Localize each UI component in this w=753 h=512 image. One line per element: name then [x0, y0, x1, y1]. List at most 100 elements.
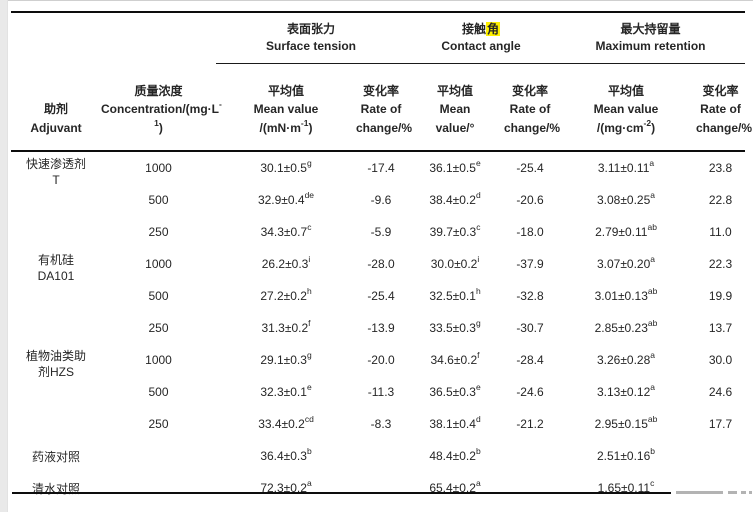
st-rate-cell: -28.0: [367, 257, 395, 271]
concentration-cell: 500: [148, 385, 169, 399]
mean-value: 2.95±0.15: [594, 417, 648, 431]
ca-rate-cell: -24.6: [516, 385, 544, 399]
mean-value: 3.07±0.20: [596, 257, 651, 271]
ca-rate-cell: [504, 440, 556, 472]
watermark-fragment: [749, 491, 752, 494]
concentration-cell: 250: [148, 225, 169, 239]
col-header-en: Mean value: [253, 102, 319, 116]
mean-value: 30.1±0.5: [260, 161, 307, 175]
group-label-zh: 接触角: [406, 21, 556, 38]
ca-mean-cell: 38.1±0.4d: [406, 408, 504, 440]
col-header-mr-mean: 平均值 Mean value /(mg·cm-2): [556, 63, 696, 152]
mr-mean-cell: 1.65±0.11c: [556, 472, 696, 504]
significance-superscript: b: [475, 446, 481, 456]
significance-superscript: de: [304, 190, 315, 200]
adjuvant-cell: 清水对照: [31, 481, 80, 496]
group-header-surface-tension: 表面张力 Surface tension: [216, 11, 406, 64]
group-header-max-retention: 最大持留量 Maximum retention: [556, 11, 746, 64]
concentration-cell: [101, 440, 216, 472]
concentration-cell: 1000: [145, 161, 172, 175]
col-header-concentration: 质量浓度 Concentration/(mg·L-1): [101, 63, 222, 152]
unit-superscript: -1: [154, 99, 222, 128]
table-row-control: 清水对照 72.3±0.2a 65.4±0.2a 1.65±0.11c: [11, 472, 745, 504]
col-header-zh: 助剂: [43, 102, 68, 116]
col-header-en: Mean value: [593, 102, 659, 116]
group-header-contact-angle: 接触角 Contact angle: [406, 11, 556, 64]
significance-superscript: g: [475, 318, 481, 328]
concentration-cell: 500: [148, 193, 169, 207]
significance-superscript: i: [477, 254, 480, 264]
table-row: 500 32.3±0.1e -11.3 36.5±0.3e -24.6 3.13…: [11, 376, 745, 408]
concentration-cell: 1000: [145, 257, 172, 271]
mean-value: 29.1±0.3: [260, 353, 307, 367]
significance-superscript: ab: [647, 414, 658, 424]
mean-value: 34.6±0.2: [430, 353, 478, 367]
mean-value: 31.3±0.2: [261, 321, 309, 335]
mean-value: 38.4±0.2: [429, 193, 476, 207]
unit-superscript: -2: [643, 117, 652, 128]
mr-mean-cell: 3.08±0.25a: [556, 184, 696, 216]
mean-value: 3.13±0.12: [596, 385, 651, 399]
page-left-margin: [0, 0, 8, 512]
ca-rate-cell: -20.6: [516, 193, 544, 207]
contact-angle-label-part: 接触: [461, 22, 486, 36]
significance-superscript: e: [475, 382, 481, 392]
significance-superscript: a: [649, 158, 655, 168]
adjuvant-cell: 快速渗透剂 T: [11, 151, 101, 248]
ca-mean-cell: 30.0±0.2i: [406, 248, 504, 280]
col-header-en: Adjuvant: [30, 120, 82, 135]
unit-superscript: -1: [300, 117, 309, 128]
st-rate-cell: -8.3: [370, 417, 392, 431]
ca-mean-cell: 33.5±0.3g: [406, 312, 504, 344]
mr-rate-cell: 24.6: [708, 385, 733, 399]
col-header-en: Concentration/(mg·L-1): [101, 100, 222, 137]
significance-superscript: d: [475, 414, 481, 424]
ca-rate-cell: [504, 472, 556, 504]
significance-superscript: i: [308, 254, 311, 264]
col-header-mr-rate: 变化率 Rate of change/%: [696, 63, 752, 152]
unit-text: /(mg·cm: [596, 120, 644, 135]
unit-text: ): [651, 120, 656, 135]
ca-mean-cell: 36.1±0.5e: [406, 151, 504, 184]
significance-superscript: e: [475, 158, 481, 168]
mr-mean-cell: 2.51±0.16b: [556, 440, 696, 472]
significance-superscript: e: [306, 382, 312, 392]
search-highlight: 角: [486, 22, 501, 36]
unit-text: ): [308, 120, 313, 135]
watermark-fragment: [728, 491, 737, 494]
mean-value: 3.01±0.13: [594, 289, 648, 303]
mean-value: 3.08±0.25: [596, 193, 651, 207]
st-mean-cell: 29.1±0.3g: [216, 344, 356, 376]
st-mean-cell: 26.2±0.3i: [216, 248, 356, 280]
col-header-zh: 变化率: [511, 83, 548, 98]
group-label-en: Maximum retention: [595, 39, 706, 53]
adjuvant-name-line1: 植物油类助: [25, 349, 86, 363]
st-mean-cell: 31.3±0.2f: [216, 312, 356, 344]
mean-value: 3.11±0.11: [597, 161, 650, 175]
significance-superscript: a: [650, 350, 656, 360]
table-row: 500 32.9±0.4de -9.6 38.4±0.2d -20.6 3.08…: [11, 184, 745, 216]
ca-rate-cell: -25.4: [516, 161, 544, 175]
significance-superscript: c: [307, 222, 312, 232]
mean-value: 33.5±0.3: [429, 321, 476, 335]
st-rate-cell: -5.9: [370, 225, 392, 239]
st-mean-cell: 30.1±0.5g: [216, 151, 356, 184]
unit-text: ): [158, 120, 163, 135]
col-header-unit: value/°: [435, 120, 475, 135]
group-label-zh: 表面张力: [286, 22, 335, 36]
significance-superscript: a: [650, 190, 656, 200]
st-rate-cell: -25.4: [367, 289, 395, 303]
mean-value: 1.65±0.11: [597, 481, 651, 495]
col-header-unit: change/%: [356, 120, 413, 135]
mean-value: 36.4±0.3: [260, 449, 307, 463]
col-header-unit: /(mg·cm-2): [556, 117, 696, 138]
adjuvant-results-table: 表面张力 Surface tension 接触角 Contact angle 最…: [11, 11, 752, 504]
ca-mean-cell: 48.4±0.2b: [406, 440, 504, 472]
ca-mean-cell: 38.4±0.2d: [406, 184, 504, 216]
mr-mean-cell: 3.07±0.20a: [556, 248, 696, 280]
ca-rate-cell: -21.2: [516, 417, 544, 431]
st-rate-cell: -9.6: [370, 193, 392, 207]
table-body: 快速渗透剂 T 1000 30.1±0.5g -17.4 36.1±0.5e -…: [11, 151, 745, 504]
col-header-en: Rate of: [360, 102, 402, 116]
significance-superscript: a: [475, 478, 481, 488]
